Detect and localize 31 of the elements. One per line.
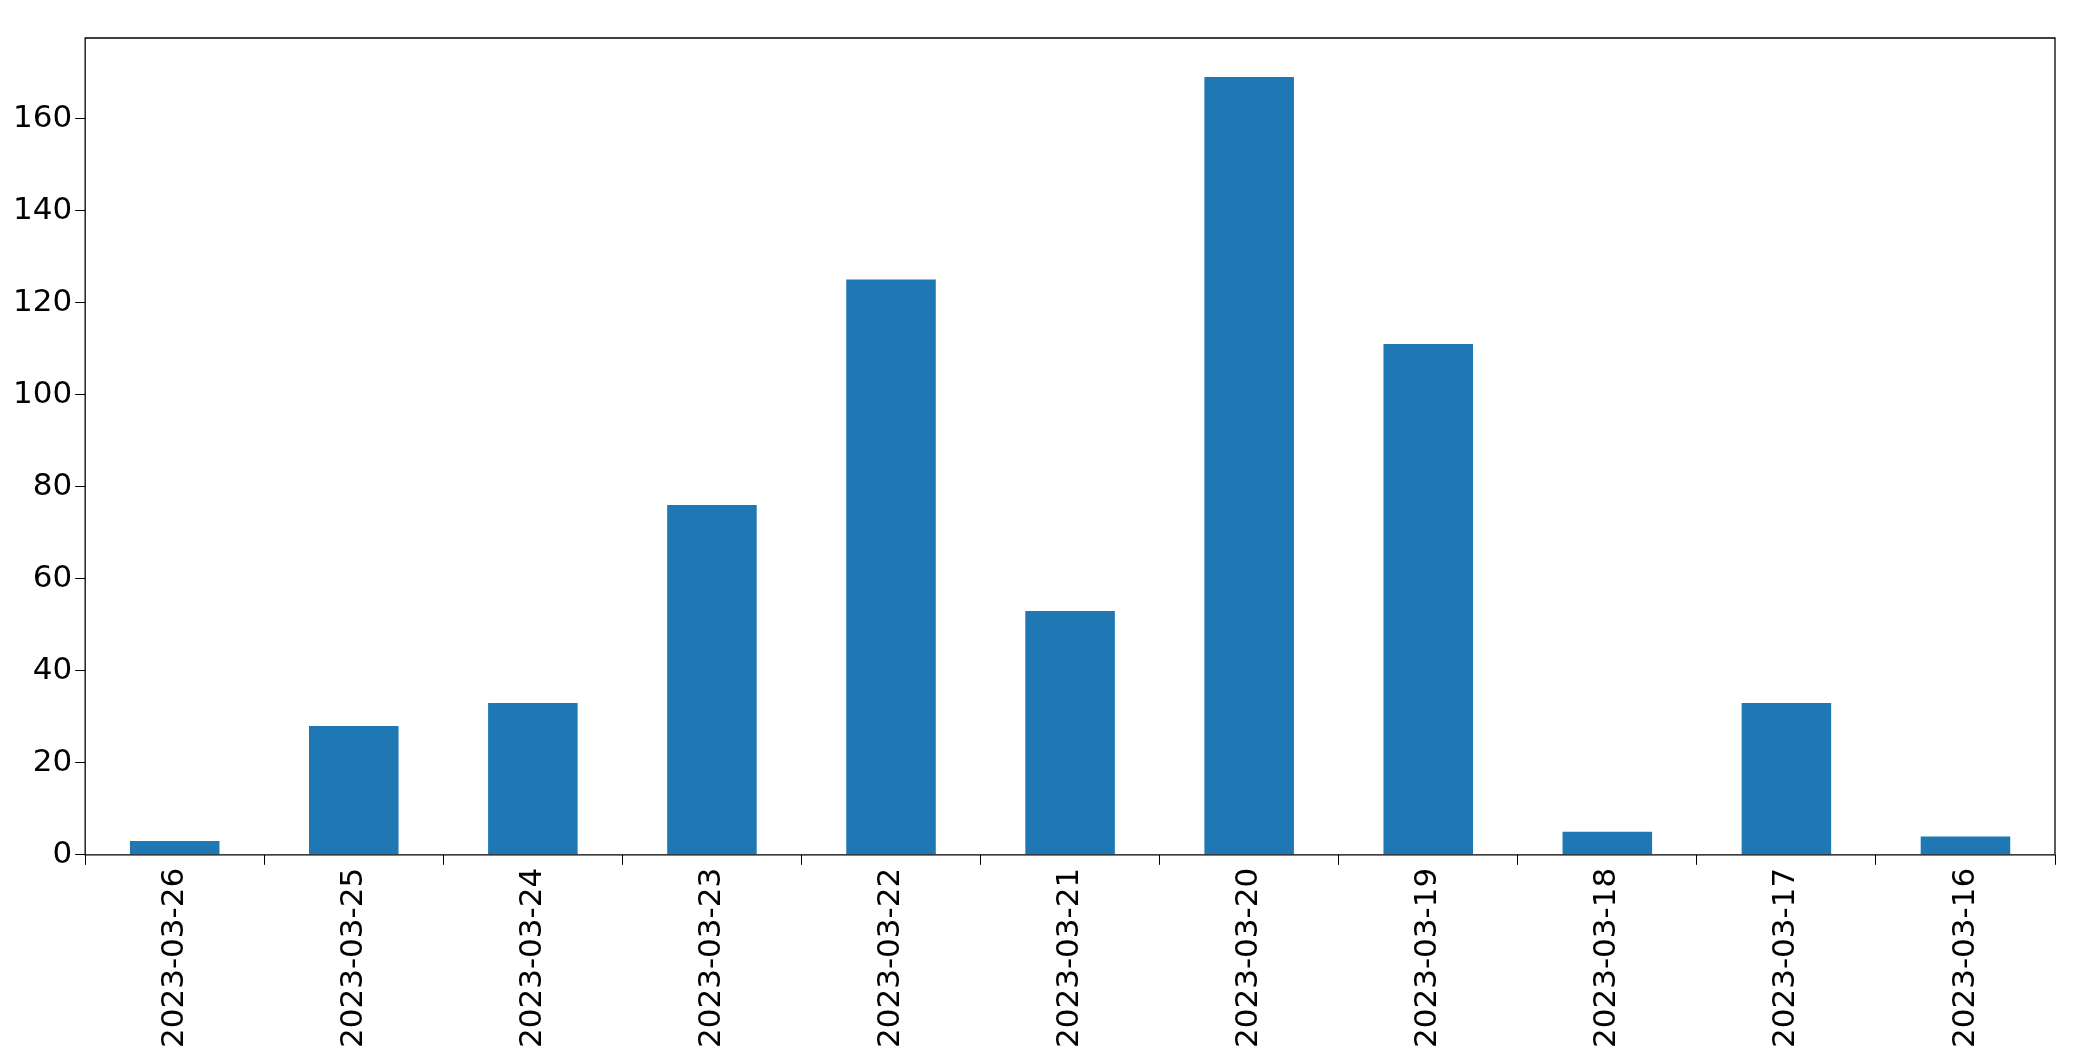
x-tick-label: 2023-03-20	[1228, 867, 1265, 1049]
x-tick-label: 2023-03-21	[1049, 867, 1086, 1049]
y-tick-label: 120	[13, 281, 73, 318]
bar	[309, 725, 399, 855]
y-tick-label: 160	[13, 97, 73, 134]
y-tick-label: 40	[32, 649, 73, 686]
x-tick-label: 2023-03-19	[1407, 867, 1444, 1049]
bar	[1741, 702, 1832, 855]
y-tick-label: 140	[13, 189, 73, 226]
y-tick-label: 80	[32, 465, 73, 502]
x-tick-label: 2023-03-22	[870, 867, 907, 1049]
bar	[129, 841, 220, 855]
x-tick-label: 2023-03-25	[332, 867, 369, 1049]
bar	[1383, 344, 1474, 855]
x-tick-label: 2023-03-18	[1586, 867, 1623, 1049]
bar	[667, 505, 757, 855]
bar	[846, 279, 936, 855]
bar	[1204, 77, 1294, 855]
bar	[1562, 831, 1653, 855]
x-tick-label: 2023-03-26	[153, 867, 190, 1049]
y-tick-label: 20	[32, 741, 73, 778]
bar	[488, 702, 578, 855]
y-tick-label: 0	[52, 833, 73, 870]
x-tick-label: 2023-03-16	[1944, 867, 1981, 1049]
bar	[1920, 836, 2011, 855]
x-tick-label: 2023-03-17	[1765, 867, 1802, 1049]
x-tick-label: 2023-03-24	[511, 867, 548, 1049]
x-tick-label: 2023-03-23	[690, 867, 727, 1049]
bar	[1025, 610, 1115, 855]
y-tick-label: 60	[32, 557, 73, 594]
y-tick-label: 100	[13, 373, 73, 410]
